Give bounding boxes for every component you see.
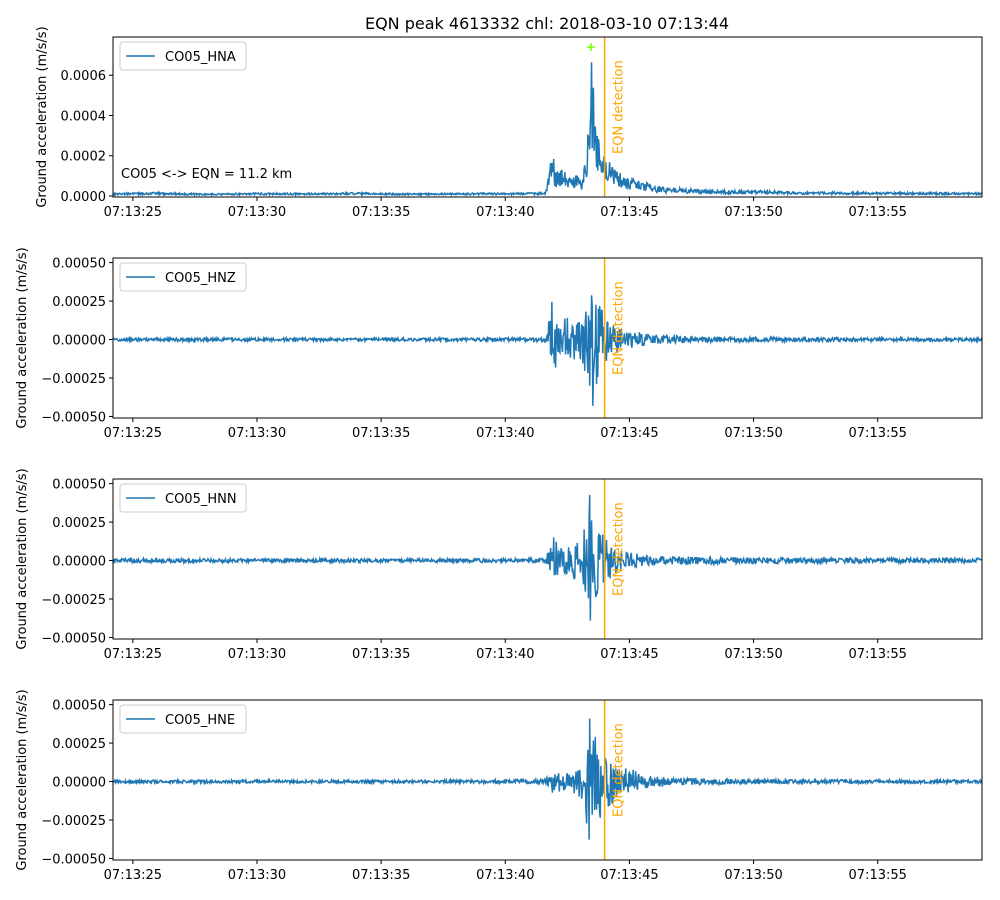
x-tick-label: 07:13:50 bbox=[724, 426, 782, 441]
y-axis-label: Ground acceleration (m/s/s) bbox=[35, 26, 50, 207]
legend: CO05_HNA bbox=[119, 41, 247, 71]
legend-entry: CO05_HNN bbox=[165, 492, 237, 507]
y-tick-label: −0.00025 bbox=[41, 814, 106, 829]
panel-hna: EQN detection 07:13:25 07:13:30 07:13:35 07:… bbox=[35, 26, 983, 220]
x-tick-label: 07:13:45 bbox=[600, 647, 658, 662]
y-tick-label: 0.00050 bbox=[52, 699, 106, 714]
legend-box bbox=[119, 483, 247, 513]
detection-label: EQN detection bbox=[612, 281, 627, 375]
x-tick-label: 07:13:45 bbox=[600, 868, 658, 883]
series-line-co05-hnn bbox=[113, 494, 982, 621]
x-tick-label: 07:13:40 bbox=[476, 868, 534, 883]
x-tick-label: 07:13:25 bbox=[104, 868, 162, 883]
y-axis-label: Ground acceleration (m/s/s) bbox=[15, 468, 30, 649]
axes-frame bbox=[112, 699, 983, 861]
y-tick-label: 0.0004 bbox=[61, 109, 107, 124]
x-tick-label: 07:13:30 bbox=[228, 868, 286, 883]
x-tick-label: 07:13:30 bbox=[228, 647, 286, 662]
x-tick-label: 07:13:55 bbox=[849, 426, 907, 441]
x-tick-label: 07:13:25 bbox=[104, 647, 162, 662]
y-tick-label: 0.00050 bbox=[52, 257, 106, 272]
series-line-co05-hna bbox=[113, 62, 982, 197]
series-line-co05-hne bbox=[113, 718, 982, 840]
panel-hne: EQN detection 07:13:25 07:13:30 07:13:35 07:… bbox=[15, 689, 983, 883]
distance-note: CO05 <-> EQN = 11.2 km bbox=[121, 167, 292, 182]
legend-entry: CO05_HNE bbox=[165, 713, 235, 728]
x-tick-label: 07:13:35 bbox=[352, 647, 410, 662]
peak-marker bbox=[586, 43, 595, 52]
detection-label: EQN detection bbox=[612, 723, 627, 817]
legend-box bbox=[119, 41, 247, 71]
x-tick-label: 07:13:35 bbox=[352, 426, 410, 441]
axes-frame bbox=[112, 36, 983, 198]
y-tick-label: 0.0002 bbox=[61, 150, 107, 165]
legend: CO05_HNZ bbox=[119, 262, 247, 292]
y-tick-label: −0.00025 bbox=[41, 372, 106, 387]
x-tick-label: 07:13:35 bbox=[352, 205, 410, 220]
y-tick-label: 0.00025 bbox=[52, 516, 106, 531]
legend-box bbox=[119, 704, 247, 734]
detection-label: EQN detection bbox=[612, 502, 627, 596]
x-tick-label: 07:13:25 bbox=[104, 205, 162, 220]
y-tick-label: −0.00025 bbox=[41, 593, 106, 608]
y-tick-label: 0.0006 bbox=[61, 69, 107, 84]
y-tick-label: 0.00000 bbox=[52, 334, 106, 349]
legend-entry: CO05_HNZ bbox=[165, 271, 236, 286]
y-tick-label: 0.0000 bbox=[61, 190, 107, 205]
y-tick-label: 0.00000 bbox=[52, 776, 106, 791]
detection-label: EQN detection bbox=[612, 60, 627, 154]
x-tick-label: 07:13:40 bbox=[476, 647, 534, 662]
y-axis-label: Ground acceleration (m/s/s) bbox=[15, 247, 30, 428]
legend-entry: CO05_HNA bbox=[165, 50, 236, 65]
x-tick-label: 07:13:45 bbox=[600, 426, 658, 441]
y-tick-label: −0.00050 bbox=[41, 631, 106, 646]
panel-hnn: EQN detection 07:13:25 07:13:30 07:13:35 07:… bbox=[15, 468, 983, 662]
x-tick-label: 07:13:30 bbox=[228, 205, 286, 220]
legend: CO05_HNN bbox=[119, 483, 247, 513]
x-tick-label: 07:13:55 bbox=[849, 205, 907, 220]
x-tick-label: 07:13:50 bbox=[724, 647, 782, 662]
x-tick-label: 07:13:45 bbox=[600, 205, 658, 220]
y-tick-label: −0.00050 bbox=[41, 852, 106, 867]
x-tick-label: 07:13:25 bbox=[104, 426, 162, 441]
x-tick-label: 07:13:30 bbox=[228, 426, 286, 441]
chart-title: EQN peak 4613332 chl: 2018-03-10 07:13:4… bbox=[365, 14, 729, 33]
y-tick-label: 0.00025 bbox=[52, 737, 106, 752]
y-tick-label: 0.00025 bbox=[52, 295, 106, 310]
x-tick-label: 07:13:40 bbox=[476, 426, 534, 441]
x-tick-label: 07:13:35 bbox=[352, 868, 410, 883]
y-tick-label: 0.00000 bbox=[52, 555, 106, 570]
x-tick-label: 07:13:40 bbox=[476, 205, 534, 220]
series-line-co05-hnz bbox=[113, 295, 982, 406]
axes-frame bbox=[112, 478, 983, 640]
panel-hnz: EQN detection 07:13:25 07:13:30 07:13:35 07:… bbox=[15, 247, 983, 441]
axes-frame bbox=[112, 257, 983, 419]
x-tick-label: 07:13:50 bbox=[724, 868, 782, 883]
legend: CO05_HNE bbox=[119, 704, 247, 734]
x-tick-label: 07:13:55 bbox=[849, 647, 907, 662]
legend-box bbox=[119, 262, 247, 292]
y-axis-label: Ground acceleration (m/s/s) bbox=[15, 689, 30, 870]
y-tick-label: 0.00050 bbox=[52, 478, 106, 493]
x-tick-label: 07:13:55 bbox=[849, 868, 907, 883]
y-tick-label: −0.00050 bbox=[41, 410, 106, 425]
x-tick-label: 07:13:50 bbox=[724, 205, 782, 220]
